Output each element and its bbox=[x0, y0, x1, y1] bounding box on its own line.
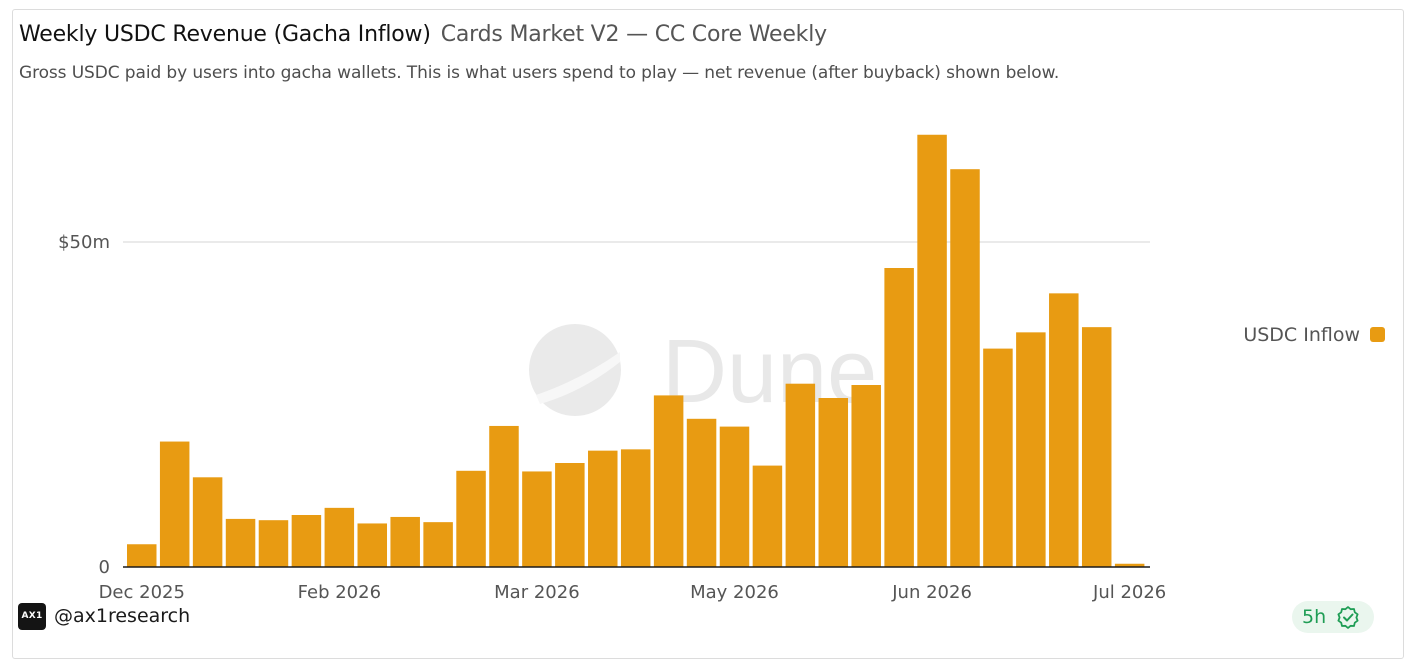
verified-badge-icon bbox=[1337, 606, 1359, 629]
bar[interactable] bbox=[324, 507, 355, 567]
bar[interactable] bbox=[686, 418, 717, 567]
chart-header: Weekly USDC Revenue (Gacha Inflow) Cards … bbox=[19, 20, 827, 51]
legend: USDC Inflow bbox=[1243, 324, 1385, 346]
axes: 0 $50m Dec 2025 Feb 2026 Mar 2026 May 2026 Jun… bbox=[58, 232, 1166, 603]
x-tick-label: Jun 2026 bbox=[891, 582, 972, 603]
bar[interactable] bbox=[456, 470, 486, 567]
y-tick-label: 0 bbox=[99, 557, 110, 578]
chart-title: Weekly USDC Revenue (Gacha Inflow) bbox=[19, 22, 431, 47]
freshness-badge[interactable]: 5h bbox=[1292, 601, 1374, 633]
bar[interactable] bbox=[950, 169, 980, 567]
bars bbox=[127, 134, 1145, 567]
bar[interactable] bbox=[851, 385, 881, 567]
bar[interactable] bbox=[1016, 332, 1046, 567]
x-tick-label: Feb 2026 bbox=[298, 582, 381, 603]
bar[interactable] bbox=[225, 518, 256, 567]
chart-subtitle: Cards Market V2 — CC Core Weekly bbox=[440, 22, 827, 47]
bar[interactable] bbox=[489, 425, 519, 567]
x-tick-label: Dec 2025 bbox=[99, 582, 185, 603]
watermark: Dune bbox=[529, 322, 877, 422]
bar[interactable] bbox=[917, 134, 947, 567]
bar[interactable] bbox=[983, 348, 1013, 567]
watermark-logo-stroke bbox=[536, 352, 620, 404]
bar[interactable] bbox=[423, 522, 453, 567]
y-tick-label: $50m bbox=[58, 232, 110, 253]
bar[interactable] bbox=[1114, 563, 1145, 567]
author-handle[interactable]: @ax1research bbox=[54, 605, 191, 627]
bar[interactable] bbox=[785, 383, 816, 567]
bar[interactable] bbox=[620, 449, 651, 567]
bar[interactable] bbox=[522, 471, 552, 567]
bar[interactable] bbox=[357, 523, 388, 567]
x-tick-label: Jul 2026 bbox=[1092, 582, 1166, 603]
bar[interactable] bbox=[291, 515, 322, 567]
bar[interactable] bbox=[653, 395, 684, 567]
legend-swatch bbox=[1370, 327, 1385, 342]
legend-label: USDC Inflow bbox=[1243, 324, 1360, 346]
bar[interactable] bbox=[1081, 327, 1112, 567]
bar[interactable] bbox=[390, 516, 420, 567]
bar[interactable] bbox=[127, 544, 157, 567]
chart-description: Gross USDC paid by users into gacha wall… bbox=[19, 63, 1060, 83]
bar[interactable] bbox=[884, 268, 914, 567]
bar[interactable] bbox=[159, 441, 190, 567]
ax1-logo: AX1 bbox=[18, 603, 46, 630]
bar[interactable] bbox=[555, 463, 585, 567]
bar[interactable] bbox=[818, 398, 849, 567]
freshness-text: 5h bbox=[1302, 606, 1327, 628]
bar[interactable] bbox=[1049, 293, 1079, 567]
bar[interactable] bbox=[258, 520, 289, 567]
bar[interactable] bbox=[752, 465, 783, 567]
bar[interactable] bbox=[192, 477, 223, 567]
bar[interactable] bbox=[719, 426, 750, 567]
x-tick-label: Mar 2026 bbox=[494, 582, 580, 603]
x-tick-label: May 2026 bbox=[690, 582, 779, 603]
bar[interactable] bbox=[588, 450, 618, 567]
